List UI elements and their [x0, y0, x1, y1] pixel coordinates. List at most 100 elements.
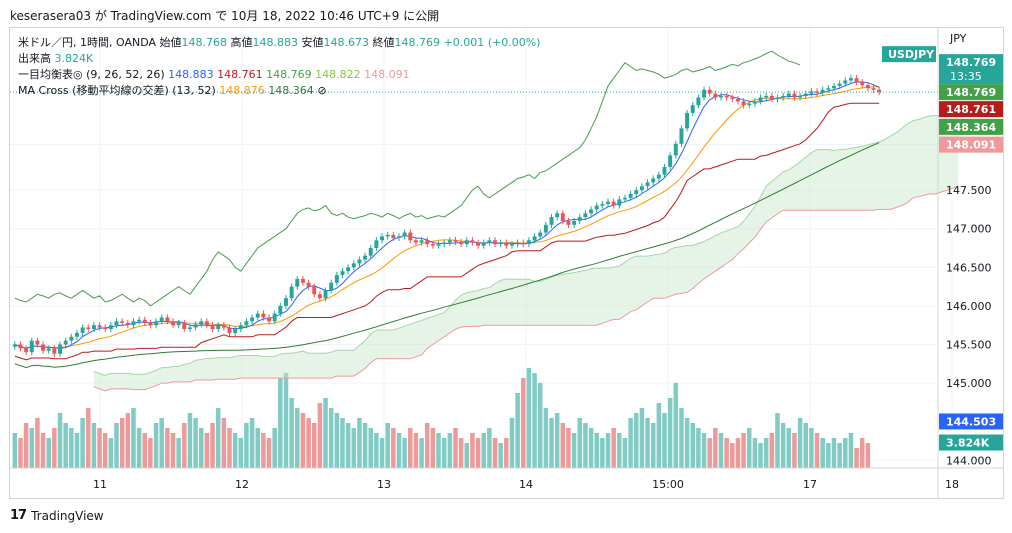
ichimoku-legend[interactable]: 一目均衡表◎ (9, 26, 52, 26) 148.883 148.761 1… — [18, 66, 410, 82]
price-tick-label: 145.500 — [946, 338, 992, 351]
volume-bar — [605, 433, 611, 468]
candle-body — [97, 325, 102, 328]
candle-body — [108, 325, 113, 330]
volume-bar — [232, 433, 238, 468]
volume-bar — [221, 418, 227, 468]
volume-bar — [153, 423, 159, 468]
candle-body — [131, 321, 136, 326]
candle-body — [481, 242, 486, 246]
volume-bar — [278, 378, 283, 468]
volume-bar — [408, 428, 413, 468]
candle-body — [425, 240, 430, 245]
volume-bar — [865, 443, 871, 468]
volume-bar — [628, 418, 633, 468]
hidden-eye-icon[interactable]: ⊘ — [317, 84, 327, 97]
volume-bar — [713, 428, 718, 468]
candle-body — [639, 186, 644, 191]
volume-bar — [57, 413, 63, 468]
countdown-label: 13:35 — [950, 70, 982, 83]
volume-bar — [487, 428, 492, 468]
close-label: 終値 — [372, 36, 395, 49]
ichimoku-spanA-value: 148.822 — [315, 68, 361, 81]
candle-body — [792, 93, 797, 98]
ichimoku-lagging-value: 148.769 — [266, 68, 312, 81]
candle-body — [877, 89, 882, 93]
volume-bar — [436, 433, 441, 468]
candle-body — [487, 240, 492, 243]
tradingview-logo-icon[interactable]: 17 — [10, 508, 27, 523]
volume-bar — [385, 423, 390, 468]
candle-body — [606, 201, 610, 204]
candle-body — [351, 263, 356, 268]
candle-body — [543, 224, 548, 233]
volume-bar — [165, 428, 170, 468]
ma-slow-badge-bg — [939, 118, 1003, 135]
candle-body — [204, 321, 209, 326]
low-value: 148.673 — [323, 36, 370, 49]
volume-bar — [475, 438, 481, 468]
candle-body — [871, 88, 876, 90]
volume-bar — [837, 443, 842, 468]
candle-body — [52, 348, 57, 354]
candle-body — [566, 220, 571, 225]
volume-bar — [532, 373, 537, 468]
volume-bar — [368, 428, 373, 468]
time-tick-label: 15:00 — [652, 478, 684, 491]
volume-bar — [464, 443, 470, 468]
volume-bar — [515, 393, 520, 468]
candle-body — [74, 332, 79, 337]
volume-bar — [730, 443, 735, 468]
volume-bar — [413, 433, 419, 468]
candle-body — [509, 244, 514, 246]
ma-cross-legend[interactable]: MA Cross (移動平均線の交差) (13, 52) 148.876 148… — [18, 82, 327, 98]
high-value: 148.883 — [252, 36, 299, 49]
candle-body — [18, 344, 23, 349]
candle-body — [329, 282, 334, 291]
volume-legend[interactable]: 出来高 3.824K — [18, 50, 93, 66]
volume-bar — [656, 403, 662, 468]
volume-bar — [97, 428, 102, 468]
candle-body — [656, 174, 661, 179]
volume-bar — [311, 423, 317, 468]
high-label: 高値 — [230, 36, 253, 49]
candle-body — [368, 248, 373, 256]
close-value: 148.769 — [394, 36, 441, 49]
span-b-badge-bg — [939, 136, 1003, 153]
brand-label[interactable]: TradingView — [31, 508, 104, 523]
ohlc-legend: 米ドル／円, 1時間, OANDA 始値148.768 高値148.883 安値… — [18, 34, 540, 50]
candle-body — [538, 232, 543, 237]
volume-bar — [588, 428, 594, 468]
symbol-label[interactable]: 米ドル／円, 1時間, OANDA — [18, 36, 157, 49]
volume-bar — [509, 418, 515, 468]
candle-body — [752, 101, 757, 104]
candle-body — [594, 205, 599, 210]
volume-bar — [690, 423, 696, 468]
volume-bar — [724, 438, 729, 468]
candle-body — [668, 155, 673, 167]
candle-body — [436, 244, 441, 246]
volume-bar — [12, 433, 18, 468]
price-chart[interactable]: JPY 144.000 145.000 145.500 146.000 146.500 14… — [10, 28, 1003, 498]
candle-body — [402, 232, 407, 237]
volume-bar — [119, 418, 125, 468]
volume-bar — [673, 383, 679, 468]
chart-frame[interactable]: JPY 144.000 145.000 145.500 146.000 146.500 14… — [9, 27, 1004, 499]
volume-bar — [458, 438, 464, 468]
candle-body — [572, 220, 577, 225]
candle-body — [622, 197, 627, 200]
volume-bar — [391, 428, 396, 468]
volume-bar — [769, 433, 775, 468]
candle-body — [673, 143, 678, 156]
candle-body — [702, 89, 707, 98]
candle-body — [611, 201, 616, 206]
candle-body — [148, 322, 153, 326]
volume-bar — [136, 428, 142, 468]
candle-body — [24, 348, 29, 353]
time-tick-label: 13 — [377, 478, 391, 491]
ichimoku-conversion-line — [14, 81, 880, 349]
volume-bar — [701, 433, 707, 468]
candle-body — [300, 278, 305, 283]
candle-body — [634, 190, 639, 194]
volume-bar — [684, 418, 690, 468]
open-value: 148.768 — [181, 36, 228, 49]
